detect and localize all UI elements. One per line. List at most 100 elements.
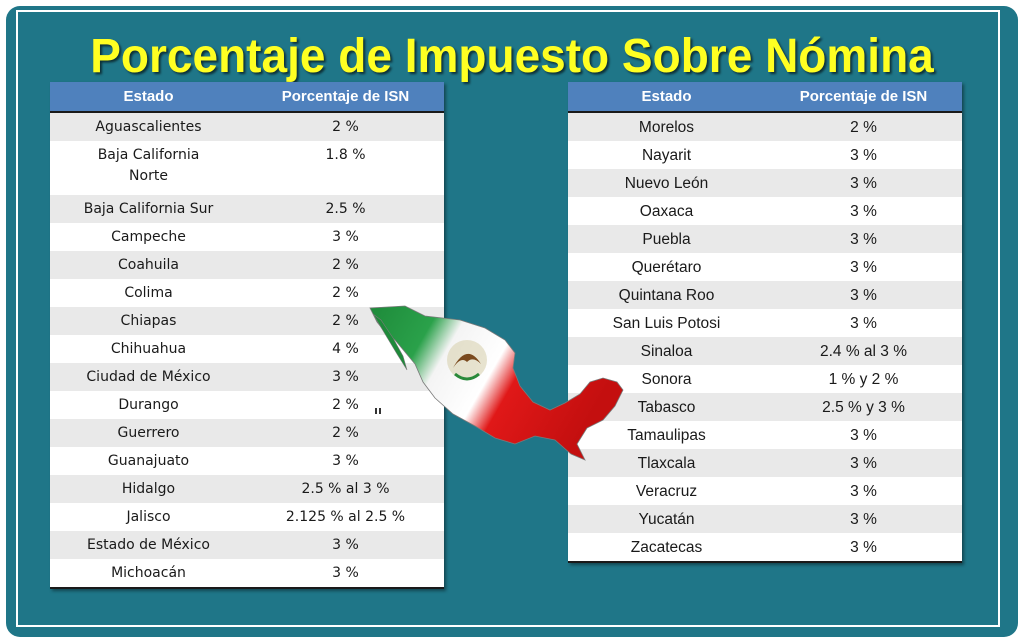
table-row: Puebla 3 % [568, 225, 962, 253]
table-header-row: Estado Porcentaje de ISN [568, 82, 962, 113]
state-cell: Quintana Roo [568, 281, 765, 309]
table-row: Sonora 1 % y 2 % [568, 365, 962, 393]
rate-cell: 3 % [247, 363, 444, 391]
rate-cell: 3 % [765, 169, 962, 197]
state-cell: San Luis Potosi [568, 309, 765, 337]
state-cell: Guanajuato [50, 447, 247, 475]
table-row: Morelos 2 % [568, 112, 962, 141]
table-row: Coahuila 2 % [50, 251, 444, 279]
rate-cell: 1.8 % [247, 141, 444, 195]
rate-cell: 2.125 % al 2.5 % [247, 503, 444, 531]
rate-cell: 3 % [765, 197, 962, 225]
panel-border [16, 10, 1000, 627]
rate-cell: 3 % [765, 281, 962, 309]
rate-cell: 2 % [247, 419, 444, 447]
state-cell: Baja California Sur [50, 195, 247, 223]
state-cell: Sinaloa [568, 337, 765, 365]
rate-cell: 3 % [765, 309, 962, 337]
state-cell: Nuevo León [568, 169, 765, 197]
table-row: Querétaro 3 % [568, 253, 962, 281]
state-cell: Coahuila [50, 251, 247, 279]
rate-cell: 3 % [765, 141, 962, 169]
table-row: Quintana Roo 3 % [568, 281, 962, 309]
rate-cell: 3 % [247, 559, 444, 589]
table-row: Colima 2 % [50, 279, 444, 307]
table-row: Durango 2 % [50, 391, 444, 419]
table-row: San Luis Potosi 3 % [568, 309, 962, 337]
rate-cell: 3 % [765, 505, 962, 533]
rate-cell: 2 % [247, 251, 444, 279]
table-row: Oaxaca 3 % [568, 197, 962, 225]
state-cell: Tabasco [568, 393, 765, 421]
table-row: Jalisco 2.125 % al 2.5 % [50, 503, 444, 531]
isn-table-left: Estado Porcentaje de ISN Aguascalientes 2… [50, 82, 444, 589]
state-cell: Ciudad de México [50, 363, 247, 391]
rate-cell: 2.4 % al 3 % [765, 337, 962, 365]
state-cell: Oaxaca [568, 197, 765, 225]
state-cell: Nayarit [568, 141, 765, 169]
state-cell: Sonora [568, 365, 765, 393]
rate-cell: 3 % [765, 477, 962, 505]
table-row: Michoacán 3 % [50, 559, 444, 589]
rate-cell: 4 % [247, 335, 444, 363]
column-header-rate: Porcentaje de ISN [247, 82, 444, 113]
state-cell: Hidalgo [50, 475, 247, 503]
rate-cell: 3 % [765, 421, 962, 449]
state-cell: Campeche [50, 223, 247, 251]
column-header-rate: Porcentaje de ISN [765, 82, 962, 113]
table-row: Zacatecas 3 % [568, 533, 962, 563]
table-row: Hidalgo 2.5 % al 3 % [50, 475, 444, 503]
table-header-row: Estado Porcentaje de ISN [50, 82, 444, 113]
table-row: Chiapas 2 % [50, 307, 444, 335]
rate-cell: 3 % [765, 533, 962, 563]
table-row: Guanajuato 3 % [50, 447, 444, 475]
isn-table-right: Estado Porcentaje de ISN Morelos 2 % Nayar… [568, 82, 962, 563]
state-cell: Durango [50, 391, 247, 419]
rate-cell: 3 % [765, 253, 962, 281]
rate-cell: 2.5 % [247, 195, 444, 223]
table-row: Ciudad de México 3 % [50, 363, 444, 391]
rate-cell: 2 % [247, 391, 444, 419]
table-row: Veracruz 3 % [568, 477, 962, 505]
state-cell: Jalisco [50, 503, 247, 531]
column-header-state: Estado [50, 82, 247, 113]
state-cell: Estado de México [50, 531, 247, 559]
table-row: Tabasco 2.5 % y 3 % [568, 393, 962, 421]
table-row: Guerrero 2 % [50, 419, 444, 447]
rate-cell: 1 % y 2 % [765, 365, 962, 393]
state-cell: Chihuahua [50, 335, 247, 363]
table-row: Estado de México 3 % [50, 531, 444, 559]
state-cell: Colima [50, 279, 247, 307]
rate-cell: 3 % [765, 449, 962, 477]
state-cell: Tlaxcala [568, 449, 765, 477]
table-row: Tlaxcala 3 % [568, 449, 962, 477]
rate-cell: 3 % [247, 223, 444, 251]
rate-cell: 3 % [247, 447, 444, 475]
table-row: Aguascalientes 2 % [50, 112, 444, 141]
table-row: Campeche 3 % [50, 223, 444, 251]
state-cell: Morelos [568, 112, 765, 141]
state-cell: Guerrero [50, 419, 247, 447]
state-cell: Puebla [568, 225, 765, 253]
state-cell: Yucatán [568, 505, 765, 533]
table-row: Baja California Sur 2.5 % [50, 195, 444, 223]
state-cell: Michoacán [50, 559, 247, 589]
rate-cell: 2.5 % al 3 % [247, 475, 444, 503]
table-row: Nuevo León 3 % [568, 169, 962, 197]
rate-cell: 2 % [247, 112, 444, 141]
state-cell: Baja California Norte [50, 141, 247, 195]
page-title: Porcentaje de Impuesto Sobre Nómina [90, 27, 934, 83]
state-cell: Aguascalientes [50, 112, 247, 141]
rate-cell: 2 % [247, 307, 444, 335]
table-row: Yucatán 3 % [568, 505, 962, 533]
column-header-state: Estado [568, 82, 765, 113]
rate-cell: 2.5 % y 3 % [765, 393, 962, 421]
state-cell: Tamaulipas [568, 421, 765, 449]
state-cell: Chiapas [50, 307, 247, 335]
rate-cell: 3 % [765, 225, 962, 253]
state-cell: Zacatecas [568, 533, 765, 563]
table-row: Chihuahua 4 % [50, 335, 444, 363]
rate-cell: 2 % [247, 279, 444, 307]
table-row: Tamaulipas 3 % [568, 421, 962, 449]
table-row: Baja California Norte 1.8 % [50, 141, 444, 195]
